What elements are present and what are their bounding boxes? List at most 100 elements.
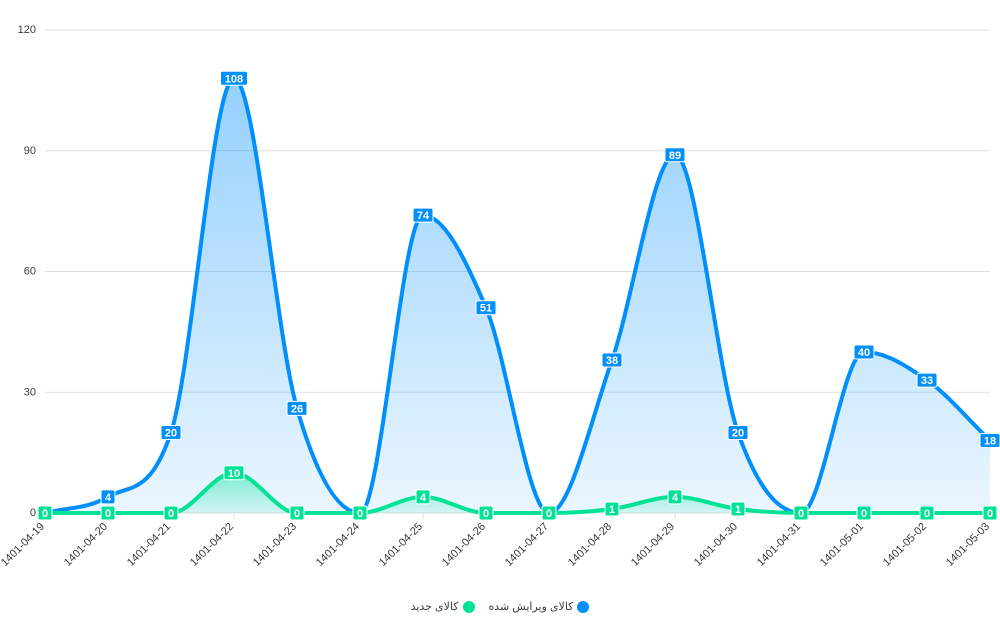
data-label: 0 <box>856 505 872 521</box>
x-tick-label: 1401-04-24 <box>314 521 362 569</box>
data-label: 0 <box>37 505 53 521</box>
data-label-box <box>37 505 53 521</box>
data-label: 33 <box>916 372 938 388</box>
x-tick-label: 1401-04-22 <box>188 521 236 569</box>
legend-marker-edited <box>577 600 590 613</box>
x-tick-label: 1401-04-23 <box>251 521 299 569</box>
x-tick-label: 1401-04-29 <box>629 521 677 569</box>
data-label-text: 0 <box>546 508 552 520</box>
data-label-box <box>352 505 368 521</box>
y-tick-label: 60 <box>24 266 36 278</box>
x-tick-label: 1401-04-27 <box>503 521 551 569</box>
x-axis: 1401-04-19 1401-04-20 1401-04-21 1401-04-22… <box>0 513 992 569</box>
data-label-text: 0 <box>168 508 174 520</box>
x-tick-label: 1401-04-20 <box>62 521 110 569</box>
data-label-box <box>541 505 557 521</box>
data-label-text: 74 <box>417 210 430 222</box>
x-tick-label: 1401-04-31 <box>755 521 803 569</box>
data-label: 1 <box>730 501 746 517</box>
data-label-box <box>289 505 305 521</box>
y-tick-label: 90 <box>24 145 36 157</box>
data-label-text: 0 <box>798 508 804 520</box>
series-area-0 <box>45 78 990 514</box>
data-label-text: 0 <box>105 508 111 520</box>
data-label-box <box>667 489 683 505</box>
data-label-text: 0 <box>357 508 363 520</box>
data-label-box <box>478 505 494 521</box>
x-tick-label: 1401-05-01 <box>818 521 866 569</box>
data-label-box <box>163 505 179 521</box>
data-label: 51 <box>475 300 497 316</box>
data-label: 38 <box>601 352 623 368</box>
x-tick-label: 1401-04-28 <box>566 521 614 569</box>
legend-item-edited[interactable]: کالای ویرایش شده <box>489 600 590 613</box>
legend-item-new[interactable]: کالای جدید <box>411 600 475 613</box>
series-area-1 <box>45 472 990 513</box>
legend: کالای ویرایش شده کالای جدید <box>0 600 1000 613</box>
data-label-text: 0 <box>924 508 930 520</box>
data-label-box <box>856 505 872 521</box>
data-label: 0 <box>478 505 494 521</box>
data-label-text: 1 <box>609 504 615 516</box>
y-tick-label: 30 <box>24 386 36 398</box>
data-label-text: 20 <box>732 428 744 440</box>
data-label-box <box>286 400 308 416</box>
series-line-1[interactable] <box>43 470 992 515</box>
data-label-box <box>601 352 623 368</box>
data-label-box <box>853 344 875 360</box>
data-label-text: 10 <box>228 468 240 480</box>
x-tick-label: 1401-05-02 <box>881 521 929 569</box>
data-label-text: 4 <box>672 492 679 504</box>
data-label-text: 108 <box>225 73 243 85</box>
legend-marker-new <box>462 600 475 613</box>
x-tick-label: 1401-04-26 <box>440 521 488 569</box>
data-label: 0 <box>541 505 557 521</box>
data-label-box <box>604 501 620 517</box>
data-label-text: 0 <box>987 508 993 520</box>
data-label-box <box>979 433 1000 449</box>
data-label-box <box>223 465 245 481</box>
x-tick-label: 1401-04-19 <box>0 521 47 569</box>
data-label: 4 <box>100 489 116 505</box>
data-label: 0 <box>793 505 809 521</box>
y-tick-label: 120 <box>18 24 36 36</box>
data-label-text: 4 <box>420 492 427 504</box>
data-label-text: 18 <box>984 436 996 448</box>
data-label: 0 <box>352 505 368 521</box>
data-label-box <box>160 425 182 440</box>
data-label: 4 <box>415 489 431 505</box>
series-layer <box>43 76 992 515</box>
data-label: 20 <box>727 425 749 440</box>
data-label-box <box>412 207 434 223</box>
data-label-box <box>793 505 809 521</box>
legend-label-edited: کالای ویرایش شده <box>488 601 574 613</box>
data-label: 10 <box>223 465 245 481</box>
x-tick-label: 1401-05-03 <box>944 521 992 569</box>
data-label-text: 33 <box>921 375 933 387</box>
data-label-text: 20 <box>165 428 177 440</box>
data-labels: 0420108260745103889200403318000100040014… <box>37 70 1000 521</box>
data-label-text: 0 <box>861 508 867 520</box>
data-label-text: 38 <box>606 355 618 367</box>
data-label-text: 51 <box>480 303 492 315</box>
data-label-box <box>415 489 431 505</box>
data-label: 0 <box>100 505 116 521</box>
data-label-text: 89 <box>669 150 681 162</box>
data-label: 40 <box>853 344 875 360</box>
x-tick-label: 1401-04-30 <box>692 521 740 569</box>
data-label-box <box>100 489 116 505</box>
data-label: 26 <box>286 400 308 416</box>
legend-label-new: کالای جدید <box>410 601 459 613</box>
data-label-box <box>475 300 497 316</box>
data-label-text: 4 <box>105 492 112 504</box>
data-label: 0 <box>919 505 935 521</box>
data-label: 0 <box>289 505 305 521</box>
data-label-box <box>730 501 746 517</box>
data-label: 74 <box>412 207 434 223</box>
data-label-box <box>664 147 686 163</box>
y-axis: 0 30 60 90 120 <box>18 24 36 519</box>
data-label-box <box>916 372 938 388</box>
data-label-box <box>220 70 248 86</box>
data-label-text: 0 <box>483 508 489 520</box>
